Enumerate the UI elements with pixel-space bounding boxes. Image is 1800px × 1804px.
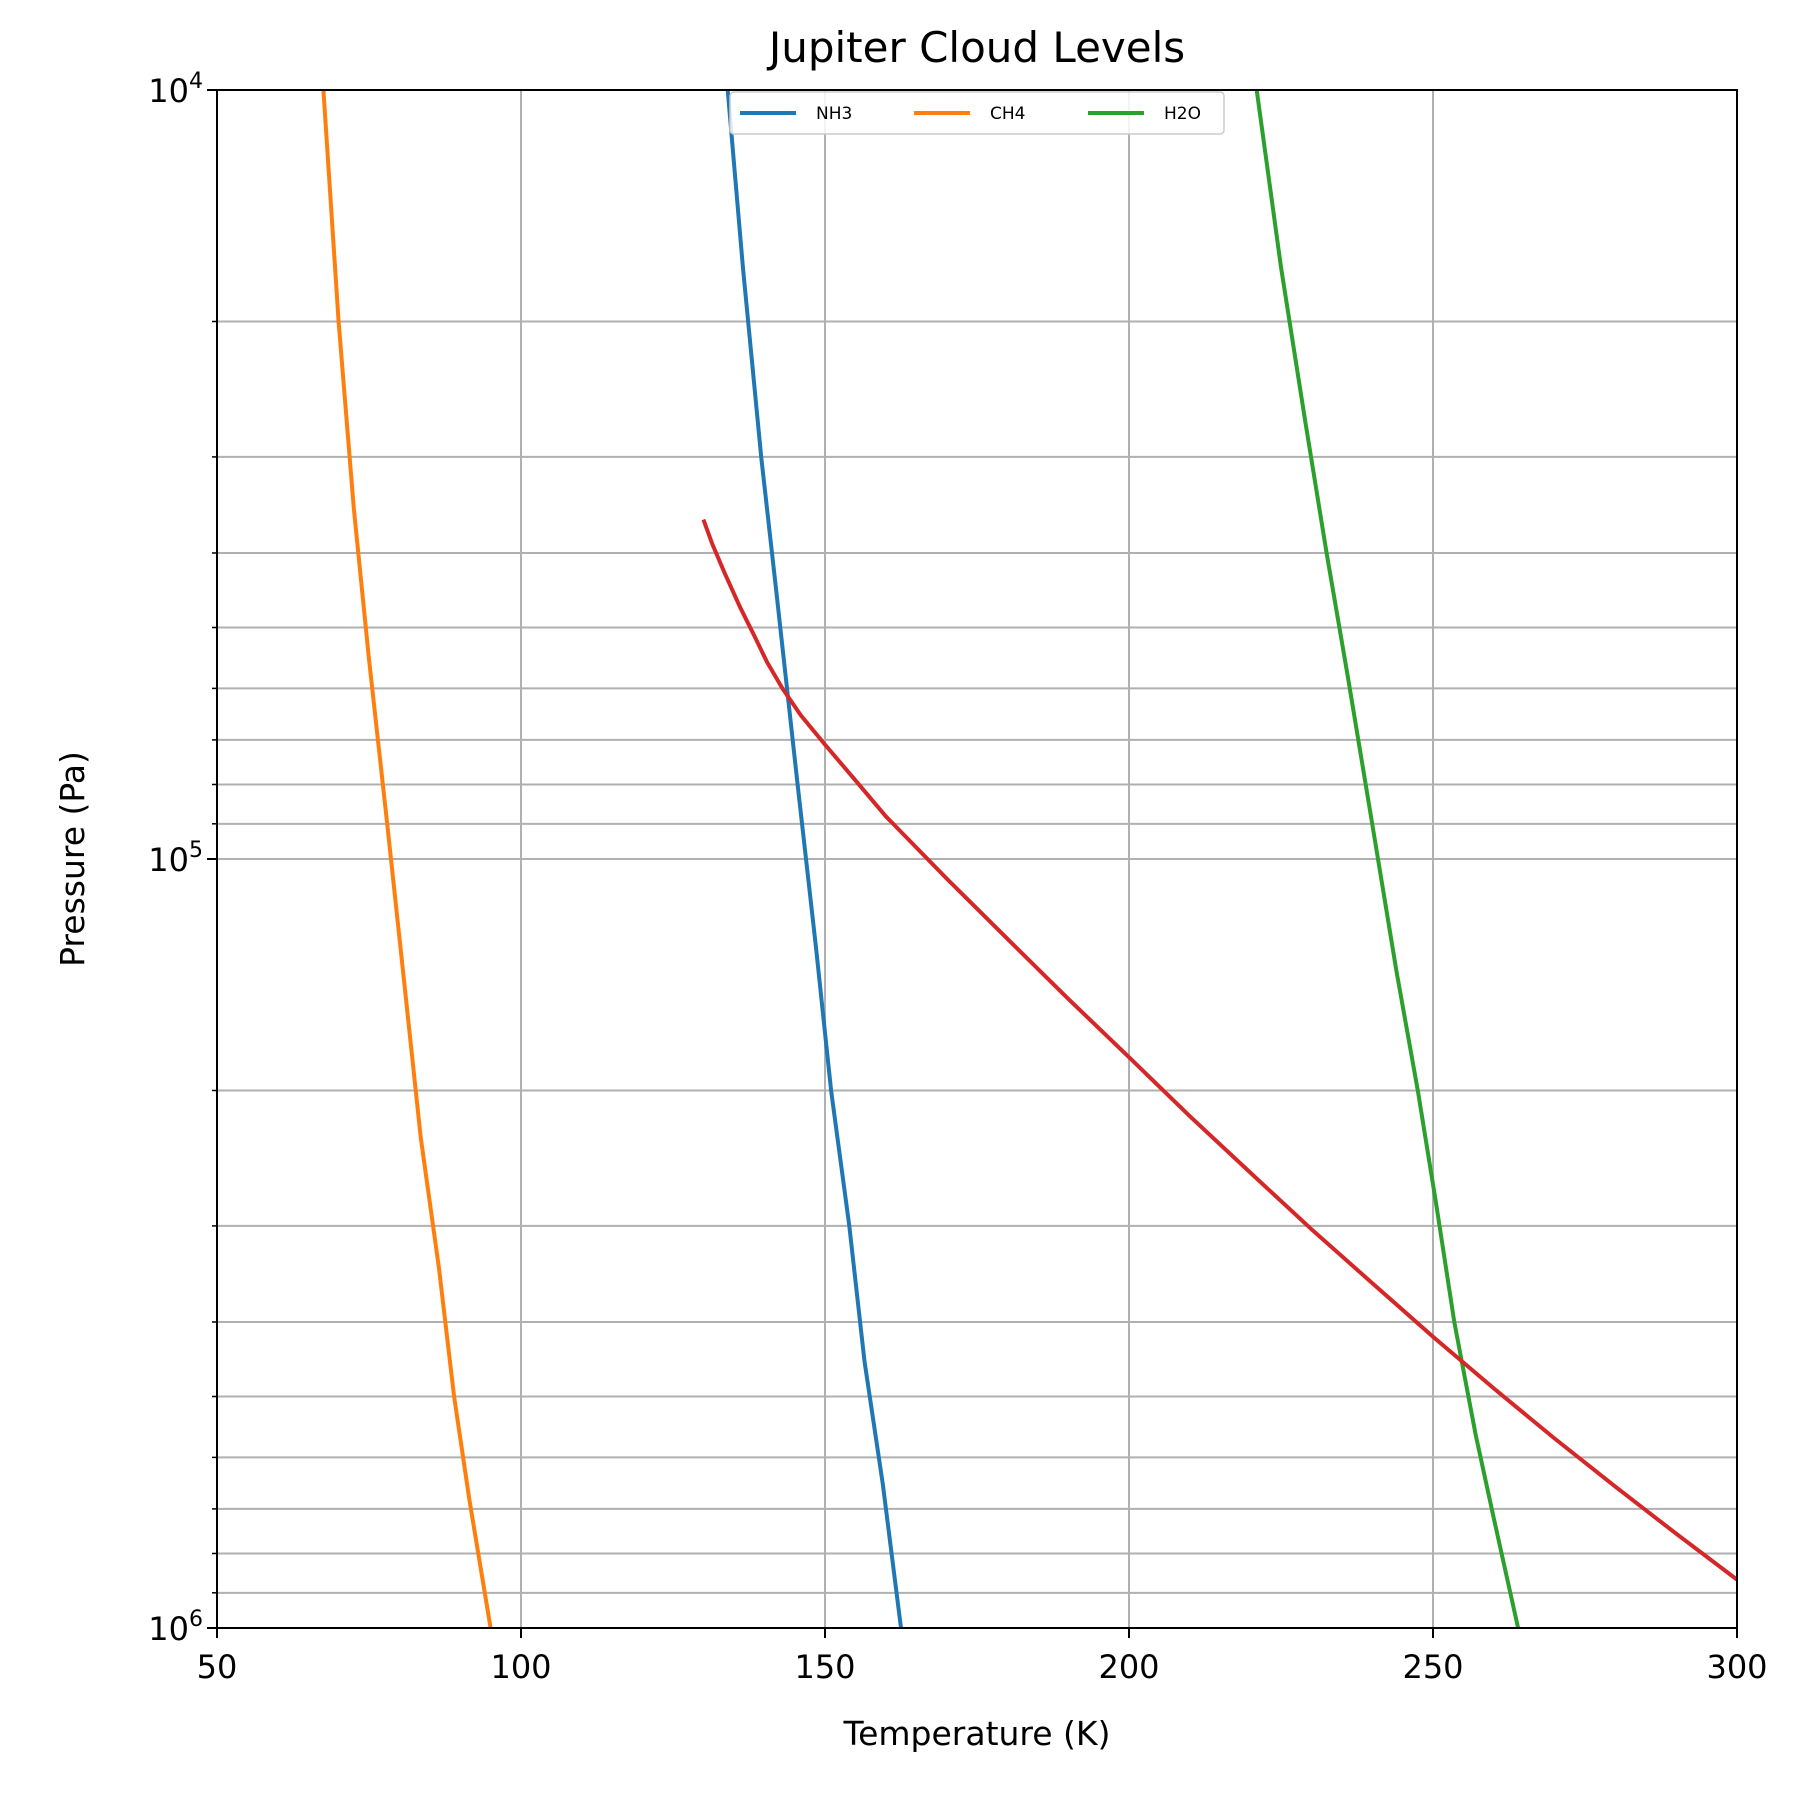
series-lines bbox=[321, 89, 1739, 1629]
grid bbox=[216, 89, 1738, 1628]
chart-title: Jupiter Cloud Levels bbox=[766, 23, 1185, 72]
x-axis-label: Temperature (K) bbox=[843, 1714, 1111, 1753]
legend-label-ch4: CH4 bbox=[990, 104, 1025, 124]
legend: NH3 CH4 H2O bbox=[729, 91, 1225, 135]
x-tick-label: 150 bbox=[794, 1648, 855, 1686]
legend-box bbox=[729, 91, 1225, 135]
axis-ticks: 50 100 150 200 250 300 104 105 106 bbox=[148, 69, 1767, 1686]
x-tick-label: 50 bbox=[197, 1648, 238, 1686]
y-tick-label: 106 bbox=[148, 1607, 203, 1648]
series-line-nh3 bbox=[725, 89, 903, 1629]
x-tick-label: 300 bbox=[1706, 1648, 1767, 1686]
x-tick-label: 100 bbox=[490, 1648, 551, 1686]
series-line-ch4 bbox=[321, 89, 493, 1629]
series-line-profile bbox=[701, 518, 1739, 1582]
x-tick-label: 200 bbox=[1098, 1648, 1159, 1686]
x-tick-label: 250 bbox=[1402, 1648, 1463, 1686]
y-axis-label: Pressure (Pa) bbox=[53, 751, 92, 967]
legend-label-nh3: NH3 bbox=[816, 104, 852, 124]
y-tick-label: 105 bbox=[148, 838, 203, 879]
legend-label-h2o: H2O bbox=[1164, 104, 1201, 124]
series-line-h2o bbox=[1254, 89, 1521, 1629]
y-tick-label: 104 bbox=[148, 69, 203, 110]
